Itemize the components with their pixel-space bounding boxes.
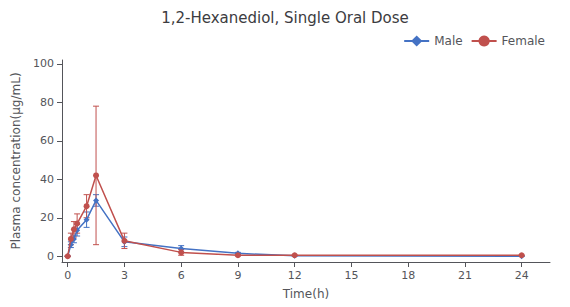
svg-text:24: 24	[515, 269, 529, 282]
svg-text:80: 80	[40, 96, 54, 109]
svg-text:40: 40	[40, 173, 54, 186]
svg-text:6: 6	[178, 269, 185, 282]
svg-text:Male: Male	[434, 34, 462, 48]
svg-text:0: 0	[47, 250, 54, 263]
svg-text:18: 18	[401, 269, 415, 282]
svg-text:12: 12	[288, 269, 302, 282]
svg-text:15: 15	[344, 269, 358, 282]
svg-text:9: 9	[234, 269, 241, 282]
svg-text:100: 100	[33, 57, 54, 70]
svg-text:Time(h): Time(h)	[282, 287, 329, 301]
svg-text:Female: Female	[502, 34, 545, 48]
svg-text:Plasma concentration(µg/mL): Plasma concentration(µg/mL)	[9, 72, 23, 249]
svg-text:3: 3	[121, 269, 128, 282]
svg-text:60: 60	[40, 134, 54, 147]
svg-text:0: 0	[64, 269, 71, 282]
svg-text:20: 20	[40, 211, 54, 224]
svg-text:21: 21	[458, 269, 472, 282]
svg-text:1,2-Hexanediol, Single Oral Do: 1,2-Hexanediol, Single Oral Dose	[161, 9, 409, 27]
